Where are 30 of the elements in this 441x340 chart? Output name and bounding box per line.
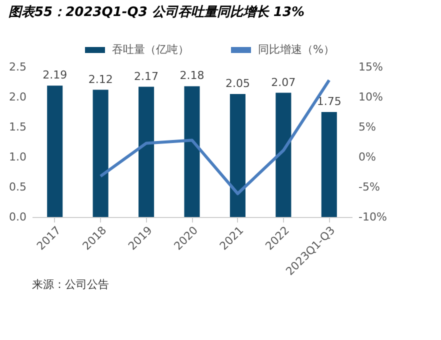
legend-label: 吞吐量（亿吨）: [112, 43, 189, 56]
bar: [184, 86, 200, 217]
bar: [92, 90, 108, 217]
y-tick-label: 2.5: [9, 60, 26, 74]
data-label: 1.75: [316, 95, 342, 108]
source-note: 来源：公司公告: [32, 278, 109, 291]
y-tick-label: 1.5: [9, 120, 26, 134]
chart-title: 图表55：2023Q1-Q3 公司吞吐量同比增长 13%: [8, 5, 305, 20]
y2-tick-label: -10%: [358, 210, 387, 224]
bar: [321, 112, 337, 217]
bar: [230, 94, 246, 217]
y2-tick-label: 5%: [358, 120, 376, 134]
y-tick-label: 2.0: [9, 90, 26, 104]
data-label: 2.07: [271, 76, 296, 89]
data-label: 2.12: [88, 72, 113, 86]
y-tick-label: 0.5: [9, 180, 26, 194]
y-tick-label: 0.0: [9, 210, 26, 224]
legend-label: 同比增速（%）: [258, 43, 334, 56]
bar: [138, 86, 154, 217]
y2-tick-label: -5%: [358, 180, 380, 194]
y2-tick-label: 10%: [358, 90, 383, 104]
data-label: 2.19: [42, 68, 68, 82]
data-label: 2.18: [180, 69, 204, 82]
data-label: 2.17: [134, 70, 159, 83]
y-tick-label: 1.0: [9, 150, 26, 164]
y2-tick-label: 0%: [358, 150, 376, 164]
bar: [276, 92, 292, 217]
y2-tick-label: 15%: [358, 60, 383, 74]
data-label: 2.05: [225, 77, 250, 90]
bar: [47, 86, 63, 217]
